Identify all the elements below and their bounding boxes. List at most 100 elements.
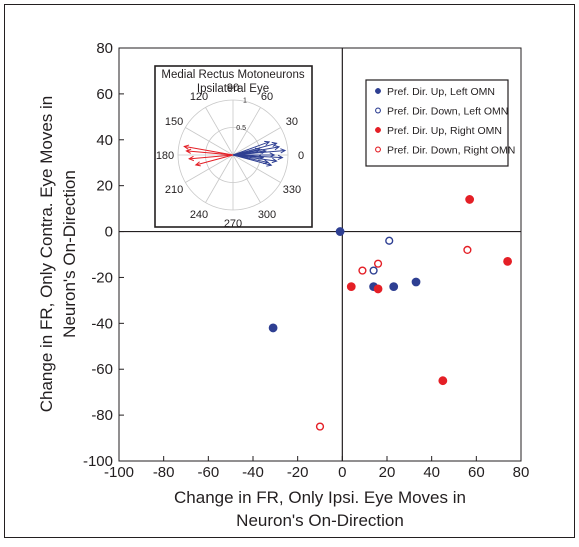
polar-arrowhead-series-2 [185,148,192,154]
data-point-open-series-4 [463,245,472,255]
inset-frame [154,65,313,228]
x-tick-label: 20 [379,464,396,481]
x-tick-label: -60 [197,464,219,481]
polar-radius-label: 0.5 [236,125,246,132]
polar-angle-label: 240 [190,209,208,221]
y-tick-label: 40 [96,132,113,149]
polar-arrowhead-series-1 [271,157,278,164]
polar-arrowhead-series-1 [264,140,271,146]
x-tick-label: -100 [104,464,134,481]
legend-marker [375,127,381,133]
polar-angle-label: 150 [165,116,183,128]
polar-spoke [232,107,261,156]
x-tick-label: -40 [242,464,264,481]
legend-marker [375,146,381,153]
polar-angle-label: 90 [227,82,239,94]
polar-spoke [205,107,234,156]
polar-angle-label: 300 [258,209,276,221]
polar-spoke [185,127,234,156]
y-axis-label-line-2: Neuron's On-Direction [60,170,79,338]
y-tick-label: 60 [96,86,113,103]
polar-arrowhead-series-1 [269,152,276,158]
data-point-filled-series-3 [346,282,356,292]
y-tick-label: -40 [91,315,113,332]
legend: Pref. Dir. Up, Left OMN Pref. Dir. Down, … [365,79,515,167]
polar-angle-label: 210 [165,184,183,196]
polar-arrowhead-series-2 [188,155,195,162]
inset-title-line-1: Medial Rectus Motoneurons [161,69,304,81]
polar-angle-label: 180 [156,150,174,162]
y-tick-label: -80 [91,407,113,424]
x-tick-label: -80 [153,464,175,481]
legend-label: Pref. Dir. Down, Left OMN [387,106,508,118]
polar-vectors [183,140,287,167]
polar-vector-series-1 [232,148,261,156]
polar-arrowhead-series-1 [280,148,287,154]
x-tick-label: 40 [423,464,440,481]
data-point-open-series-4 [315,422,325,431]
data-point-filled-series-1 [389,282,399,292]
polar-arrowhead-series-1 [258,154,265,160]
polar-arrowhead-series-1 [271,141,278,147]
polar-spoke [232,154,281,183]
polar-vector-series-2 [189,154,234,160]
polar-arrowhead-series-1 [274,145,281,151]
legend-marker [375,88,381,94]
data-point-open-series-4 [373,259,383,268]
x-axis-label-line-1: Change in FR, Only Ipsi. Eye Moves in [174,488,466,507]
y-tick-label: -60 [91,361,113,378]
legend-marker [375,107,381,114]
data-point-open-series-2 [385,236,394,245]
polar-arrowhead-series-1 [277,154,284,160]
y-axis-label: Change in FR, Only Contra. Eye Moves in … [37,96,79,413]
data-point-filled-series-3 [438,376,448,386]
data-point-filled-series-1 [268,323,278,333]
data-point-open-series-2 [369,266,378,275]
y-axis-label-line-1: Change in FR, Only Contra. Eye Moves in [37,96,56,413]
inset-title-line-2: Ipsilateral Eye [197,83,269,95]
polar-arrowhead-series-1 [254,147,262,153]
polar-vector-series-1 [232,154,272,166]
polar-vector-series-1 [232,141,270,156]
polar-inset: Medial Rectus Motoneurons Ipsilateral Ey… [154,65,313,230]
polar-angle-label: 330 [283,184,301,196]
polar-spoke [205,154,234,203]
polar-vector-series-2 [186,150,234,156]
y-tick-label: 80 [96,40,113,57]
legend-label: Pref. Dir. Up, Left OMN [387,86,495,98]
polar-angle-label: 120 [190,91,208,103]
x-axis-label-line-2: Neuron's On-Direction [236,511,404,530]
data-points [268,195,513,431]
polar-spoke [232,154,261,203]
polar-arrowhead-series-2 [183,144,190,150]
data-point-open-series-4 [358,266,367,275]
polar-angle-label: 0 [298,150,304,162]
polar-vector-series-2 [184,145,234,156]
x-axis-ticks: -100 -80 -60 -40 -20 0 20 40 60 80 [104,456,529,481]
plot-frame [118,47,522,462]
y-tick-label: -20 [91,269,113,286]
polar-spoke [185,154,234,183]
polar-grid: 0.51 [177,98,289,211]
data-point-filled-series-1 [335,227,345,236]
polar-angle-labels: 0 30 60 90 120 150 180 210 240 270 300 330 [156,82,304,230]
legend-label: Pref. Dir. Up, Right OMN [387,125,502,137]
polar-angle-label: 30 [286,116,298,128]
polar-radius-label: 1 [243,98,247,105]
data-point-filled-series-3 [503,256,513,266]
polar-spoke [232,127,281,156]
y-tick-label: -100 [83,453,113,470]
legend-label: Pref. Dir. Down, Right OMN [387,145,515,157]
x-tick-label: 60 [468,464,485,481]
x-tick-label: -20 [287,464,309,481]
polar-vector-series-2 [195,154,234,166]
x-tick-label: 0 [338,464,346,481]
plot-area: -100 -80 -60 -40 -20 0 20 40 60 80 -100 -80 -60 -40 -… [83,40,529,481]
y-tick-label: 0 [105,224,113,241]
y-tick-label: 20 [96,178,113,195]
data-point-filled-series-3 [373,284,383,294]
legend-items: Pref. Dir. Up, Left OMN Pref. Dir. Down, … [375,86,515,157]
polar-arrowhead-series-2 [194,161,201,167]
